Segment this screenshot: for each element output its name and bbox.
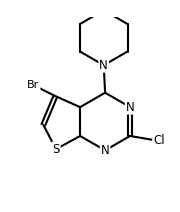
Text: S: S xyxy=(52,143,60,156)
Text: N: N xyxy=(126,101,134,114)
Text: Cl: Cl xyxy=(153,134,165,147)
Text: Br: Br xyxy=(27,80,40,90)
Text: N: N xyxy=(101,144,109,157)
Text: N: N xyxy=(99,59,108,72)
